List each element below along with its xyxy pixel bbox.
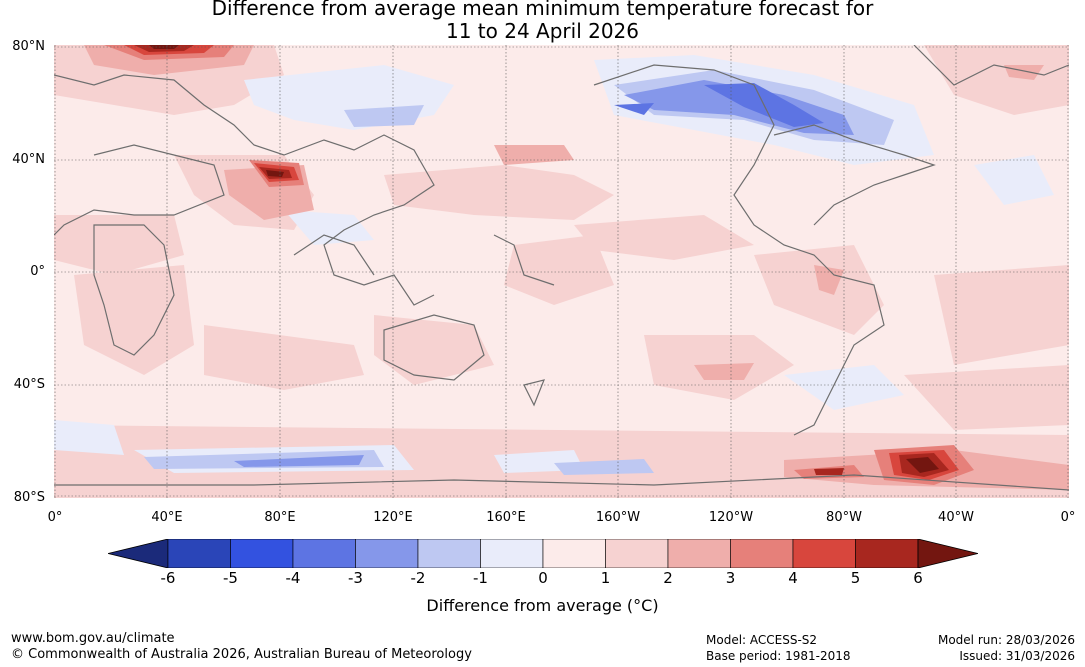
lat-label-80n: 80°N [12, 39, 45, 54]
lon-label-120w: 120°W [708, 510, 754, 525]
lon-label-80e: 80°E [264, 510, 296, 525]
coastlines [54, 45, 1069, 491]
colorbar-cell [230, 539, 294, 568]
colorbar-cell [855, 539, 919, 568]
colorbar-tick-label: 2 [663, 569, 673, 587]
colorbar-cell [480, 539, 544, 568]
colorbar-tick-label: 1 [600, 569, 611, 587]
colorbar-tick-label: -5 [223, 569, 238, 587]
colorbar-cell [792, 539, 856, 568]
lat-label-40s: 40°S [13, 377, 45, 392]
colorbar-max-extension [917, 539, 978, 568]
title-line-1: Difference from average mean minimum tem… [211, 0, 874, 20]
colorbar-tick-label: 0 [538, 569, 548, 587]
graticule [54, 45, 1069, 498]
colorbar-min-extension [108, 539, 169, 568]
colorbar-cell [292, 539, 356, 568]
colorbar-title: Difference from average (°C) [426, 596, 659, 615]
colorbar-tick-label: 5 [850, 569, 861, 587]
colorbar-tick-label: -1 [473, 569, 488, 587]
footer-model-run: Model run: 28/03/2026 [937, 633, 1075, 647]
colorbar-cell [167, 539, 231, 568]
title-line-2: 11 to 24 April 2026 [445, 19, 640, 43]
colorbar-cell [355, 539, 419, 568]
map-title: Difference from average mean minimum tem… [0, 0, 1085, 43]
lat-label-80s: 80°S [13, 490, 45, 505]
lon-label-0-left: 0° [47, 510, 63, 525]
lat-label-equator: 0° [30, 264, 45, 279]
footer-base-period: Base period: 1981-2018 [706, 649, 851, 663]
colorbar-cell [667, 539, 731, 568]
colorbar-tick-label: 3 [725, 569, 736, 587]
colorbar-tick-label: 6 [913, 569, 923, 587]
lat-label-40n: 40°N [12, 152, 45, 167]
colorbar-cell [605, 539, 669, 568]
lon-label-80w: 80°W [826, 510, 862, 525]
colorbar-tick-label: -6 [160, 569, 176, 587]
lon-label-120e: 120°E [373, 510, 413, 525]
colorbar-cell [417, 539, 481, 568]
lon-label-40e: 40°E [151, 510, 183, 525]
lon-label-160e: 160°E [486, 510, 526, 525]
footer-issued: Issued: 31/03/2026 [959, 649, 1075, 663]
lon-label-40w: 40°W [938, 510, 974, 525]
footer-copyright: © Commonwealth of Australia 2026, Austra… [11, 647, 472, 662]
colorbar-tick-label: 4 [788, 569, 798, 587]
anomaly-plus-6-regions [149, 45, 939, 473]
map-svg [54, 45, 1069, 498]
colorbar-cell [542, 539, 606, 568]
temperature-anomaly-map [54, 45, 1069, 498]
lon-label-160w: 160°W [595, 510, 641, 525]
colorbar-tick-label: -4 [285, 569, 301, 587]
colorbar [108, 539, 978, 568]
footer-model: Model: ACCESS-S2 [706, 633, 818, 647]
colorbar-tick-label: -2 [410, 569, 426, 587]
anomaly-plus-1-regions [54, 45, 1069, 498]
colorbar-cell [730, 539, 794, 568]
footer-url: www.bom.gov.au/climate [11, 631, 175, 646]
lon-label-0-right: 0° [1060, 510, 1076, 525]
colorbar-tick-label: -3 [348, 569, 363, 587]
